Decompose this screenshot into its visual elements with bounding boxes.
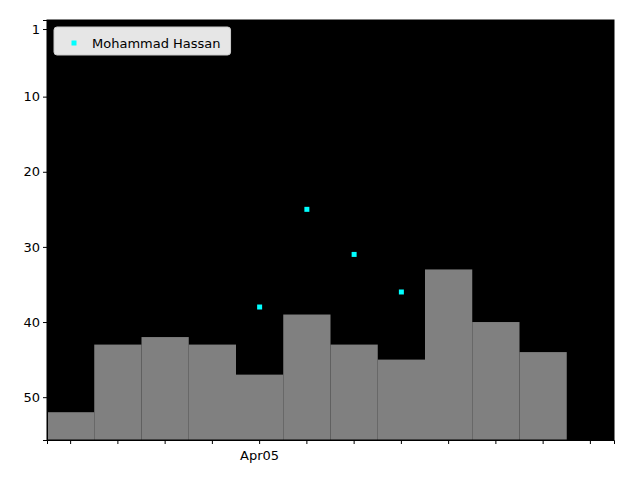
point	[352, 252, 357, 257]
x-tick-mark	[448, 440, 449, 444]
x-tick-mark	[70, 440, 71, 444]
x-tick-mark	[543, 440, 544, 444]
x-tick: Apr05	[240, 440, 279, 463]
bar	[189, 345, 236, 440]
x-tick-mark	[212, 440, 213, 444]
bar	[472, 322, 519, 440]
legend-box	[54, 27, 231, 55]
y-tick-mark	[43, 97, 47, 98]
legend-marker	[72, 41, 77, 46]
x-tick	[495, 440, 496, 444]
bar	[283, 315, 330, 440]
legend: Mohammad Hassan	[54, 27, 231, 55]
y-tick: 10	[23, 89, 47, 104]
x-tick-mark	[165, 440, 166, 444]
point	[257, 305, 262, 310]
y-tick: 1	[32, 22, 47, 37]
x-axis: Apr05	[48, 440, 615, 463]
point	[399, 289, 404, 294]
y-axis: 1 10 20 30 40 50	[23, 21, 47, 441]
x-tick	[165, 440, 166, 444]
x-tick-mark	[117, 440, 118, 444]
x-tick-mark	[306, 440, 307, 444]
x-tick	[543, 440, 544, 444]
y-axis-line	[43, 21, 48, 441]
y-tick-label: 10	[23, 89, 40, 104]
bar	[331, 345, 378, 440]
chart: Apr05 1 10 20 30 40 50 Mohammad Hassan	[0, 0, 640, 480]
series-scatter	[257, 207, 404, 310]
y-tick: 30	[23, 240, 47, 255]
y-tick: 50	[23, 390, 47, 405]
x-tick	[448, 440, 449, 444]
y-tick-label: 50	[23, 390, 40, 405]
bar	[520, 352, 567, 440]
x-tick	[306, 440, 307, 444]
y-tick-mark	[43, 172, 47, 173]
bar	[47, 412, 94, 440]
x-tick	[212, 440, 213, 444]
x-tick	[354, 440, 355, 444]
y-tick-mark	[43, 322, 47, 323]
x-tick-label: Apr05	[240, 448, 279, 463]
plot-background	[47, 20, 614, 440]
x-tick	[590, 440, 591, 444]
frame	[47, 20, 614, 440]
y-tick: 40	[23, 315, 47, 330]
bar	[378, 360, 425, 440]
x-tick-mark	[259, 440, 260, 444]
y-tick-mark	[43, 397, 47, 398]
x-tick-mark	[590, 440, 591, 444]
series-bar	[47, 269, 567, 440]
x-axis-line	[48, 441, 615, 445]
x-tick	[117, 440, 118, 444]
legend-label: Mohammad Hassan	[92, 36, 221, 51]
x-tick-mark	[401, 440, 402, 444]
x-tick	[70, 440, 71, 444]
y-tick: 20	[23, 164, 47, 179]
x-tick-mark	[495, 440, 496, 444]
y-tick-mark	[43, 247, 47, 248]
y-tick-mark	[43, 29, 47, 30]
point	[304, 207, 309, 212]
marks	[47, 207, 567, 440]
y-tick-label: 30	[23, 240, 40, 255]
bar	[142, 337, 189, 440]
bar	[94, 345, 141, 440]
y-tick-label: 20	[23, 164, 40, 179]
y-tick-label: 40	[23, 315, 40, 330]
y-tick-label: 1	[32, 22, 40, 37]
bar	[236, 375, 283, 440]
bar	[425, 269, 472, 440]
plot: Apr05 1 10 20 30 40 50 Mohammad Hassan	[23, 20, 614, 463]
x-tick-mark	[354, 440, 355, 444]
legend-item: Mohammad Hassan	[72, 36, 221, 51]
x-tick	[401, 440, 402, 444]
